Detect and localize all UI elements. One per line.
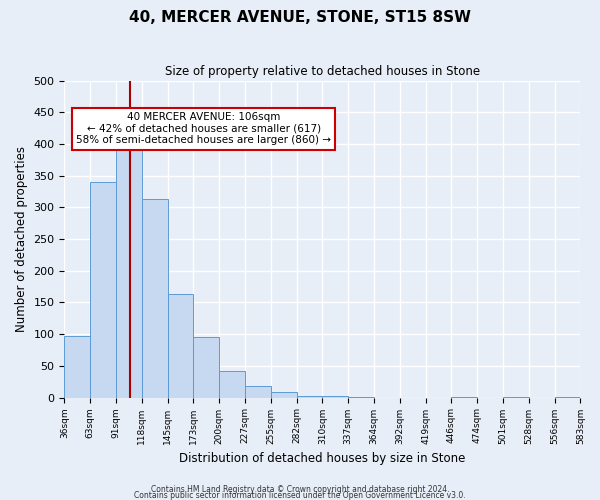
Bar	[554, 397, 580, 398]
Text: 40, MERCER AVENUE, STONE, ST15 8SW: 40, MERCER AVENUE, STONE, ST15 8SW	[129, 10, 471, 25]
Bar	[116, 137, 142, 398]
Y-axis label: Number of detached properties: Number of detached properties	[15, 146, 28, 332]
Text: 40 MERCER AVENUE: 106sqm
← 42% of detached houses are smaller (617)
58% of semi-: 40 MERCER AVENUE: 106sqm ← 42% of detach…	[76, 112, 331, 146]
Bar	[322, 396, 348, 398]
Bar	[348, 397, 374, 398]
Bar	[142, 199, 167, 398]
Bar	[503, 397, 529, 398]
Text: Contains public sector information licensed under the Open Government Licence v3: Contains public sector information licen…	[134, 492, 466, 500]
Bar	[193, 338, 219, 398]
Bar	[245, 386, 271, 398]
Bar	[90, 182, 116, 398]
Text: Contains HM Land Registry data © Crown copyright and database right 2024.: Contains HM Land Registry data © Crown c…	[151, 486, 449, 494]
Bar	[296, 396, 322, 398]
Bar	[271, 392, 296, 398]
Bar	[167, 294, 193, 398]
Bar	[64, 336, 90, 398]
Title: Size of property relative to detached houses in Stone: Size of property relative to detached ho…	[165, 65, 480, 78]
Bar	[219, 371, 245, 398]
Bar	[451, 397, 477, 398]
X-axis label: Distribution of detached houses by size in Stone: Distribution of detached houses by size …	[179, 452, 466, 465]
